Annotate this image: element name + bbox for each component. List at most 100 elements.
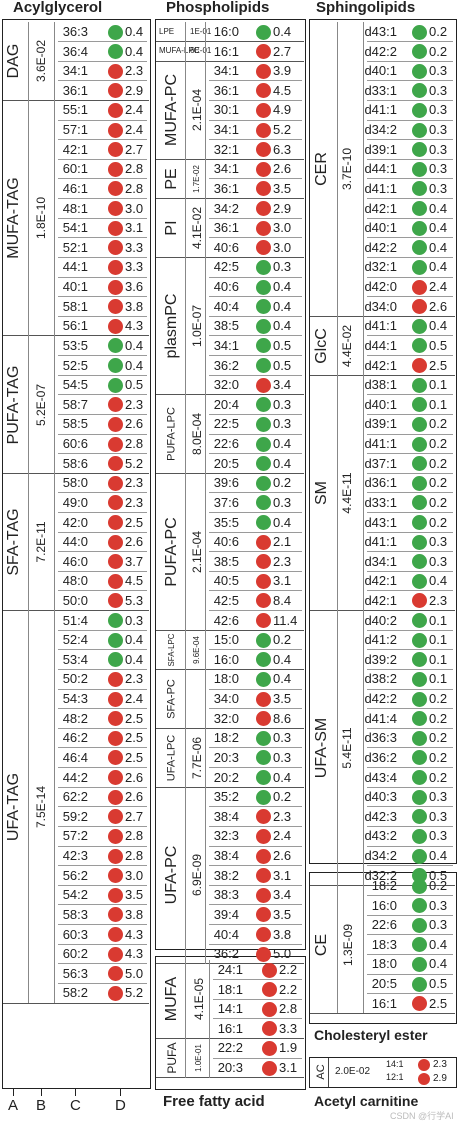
acyl-row-separator [58,845,147,847]
acyl-fold-change-dot [108,44,123,60]
ce-column-divider [337,876,338,1014]
phos-fold-change-dot [256,220,271,236]
sphingo-fold-change-value: 0.2 [429,455,448,471]
sphingo-lipid-label: d36:3 [364,730,397,746]
ffa-fold-change-dot [262,982,277,998]
phos-fold-change-value: 0.4 [273,769,292,785]
acyl-row-separator [58,453,147,455]
acyl-fold-change-dot [108,161,123,177]
ce-fold-change-dot [412,878,427,894]
acyl-lipid-label: 57:1 [62,122,88,138]
phos-lipid-label: 40:4 [213,298,239,314]
sphingo-lipid-label: d37:1 [364,455,397,471]
acyl-group-name: MUFA-TAG [5,177,22,259]
acyl-fold-change-value: 0.4 [125,43,144,59]
sphingolipids-frame [309,19,457,864]
acyl-lipid-label: 44:2 [62,769,88,785]
phos-lipid-label: 16:1 [213,43,239,59]
phos-row-separator [209,708,302,710]
sphingo-fold-change-value: 0.2 [429,730,448,746]
ce-fold-change-dot [412,996,427,1012]
phos-fold-change-value: 3.4 [273,377,292,393]
phos-fold-change-value: 3.5 [273,691,292,707]
phos-fold-change-dot [256,887,271,903]
phos-group-pvalue: 9.6E-04 [192,635,202,664]
ffa-fold-change-value: 3.1 [279,1060,298,1076]
ffa-lipid-label: 24:1 [217,962,243,977]
ce-row-separator [367,973,453,975]
sphingolipids-title: Sphingolipids [316,0,416,16]
sphingo-fold-change-value: 0.4 [429,573,448,589]
ac-row-1-value: 2.3 [433,1059,447,1070]
acyl-fold-change-value: 0.4 [125,632,144,648]
acyl-fold-change-value: 3.1 [125,220,144,236]
phos-fold-change-dot [256,201,271,217]
phos-lipid-label: 20:4 [213,396,239,412]
acyl-lipid-label: 49:0 [62,494,88,510]
sphingo-fold-change-value: 0.3 [429,63,448,79]
sphingo-fold-change-dot [412,63,427,79]
sphingo-group-name: GlcC [313,327,330,364]
sphingo-lipid-label: d43:2 [364,828,397,844]
column-letter-c: C [70,1097,81,1114]
sphingo-fold-change-dot [412,770,427,786]
phos-row-separator [209,865,302,867]
phos-fold-change-value: 0.3 [273,396,292,412]
phos-lipid-label: 38:2 [213,867,239,883]
acyl-row-separator [58,943,147,945]
phos-fold-change-dot [256,44,271,60]
acyl-fold-change-dot [108,809,123,825]
ffa-frame [155,956,306,1090]
acyl-lipid-label: 44:1 [62,259,88,275]
sphingo-row-separator [367,139,453,141]
sphingo-lipid-label: d39:1 [364,416,397,432]
phos-fold-change-value: 3.1 [273,867,292,883]
sphingo-fold-change-dot [412,809,427,825]
acyl-row-separator [58,982,147,984]
ce-lipid-label: 18:0 [371,956,397,972]
ffa-group-separator [156,1077,304,1079]
acyl-row-separator [58,492,147,494]
acyl-lipid-label: 53:5 [62,337,88,353]
phos-fold-change-value: 0.2 [273,789,292,805]
acyl-fold-change-value: 2.9 [125,82,144,98]
sphingo-group-pvalue: 4.4E-11 [340,472,354,514]
acyl-group-pvalue: 7.2E-11 [34,521,48,563]
sphingo-fold-change-value: 0.4 [429,259,448,275]
phos-fold-change-dot [256,240,271,256]
sphingo-lipid-label: d42:3 [364,808,397,824]
sphingo-row-separator [367,825,453,827]
column-letter-b: B [36,1097,47,1114]
acyl-fold-change-value: 5.2 [125,455,144,471]
ffa-lipid-label: 20:3 [217,1060,243,1076]
sphingo-lipid-label: d40:3 [364,789,397,805]
sphingo-lipid-label: d42:2 [364,239,397,255]
phos-fold-change-value: 0.3 [273,416,292,432]
phos-fold-change-value: 0.2 [273,632,292,648]
acyl-row-separator [58,747,147,749]
sphingo-fold-change-dot [412,416,427,432]
sphingo-lipid-label: d41:1 [364,318,397,334]
ce-lipid-label: 18:3 [371,936,397,952]
sphingo-fold-change-value: 0.3 [429,808,448,824]
phos-group-pvalue: 6E-01 [190,46,212,56]
sphingo-group-name: CER [313,152,330,187]
acyl-fold-change-value: 3.8 [125,906,144,922]
sphingo-row-separator [367,531,453,533]
acyl-fold-change-value: 2.4 [125,122,144,138]
phos-fold-change-value: 5.2 [273,122,292,138]
ffa-fold-change-dot [262,1040,277,1056]
sphingo-fold-change-dot [412,358,427,374]
sphingo-lipid-label: d36:1 [364,475,397,491]
ce-fold-change-value: 0.2 [429,878,448,893]
sphingo-fold-change-value: 2.3 [429,592,448,608]
acyl-lipid-label: 51:4 [62,612,88,628]
sphingo-row-separator [367,99,453,101]
phos-lipid-label: 16:0 [213,24,239,39]
sphingo-fold-change-dot [412,83,427,99]
phos-lipid-label: 40:5 [213,573,239,589]
acyl-fold-change-dot [108,377,123,393]
phos-lipid-label: 36:2 [213,357,239,373]
phos-row-separator [209,276,302,278]
sphingo-row-separator [367,41,453,43]
